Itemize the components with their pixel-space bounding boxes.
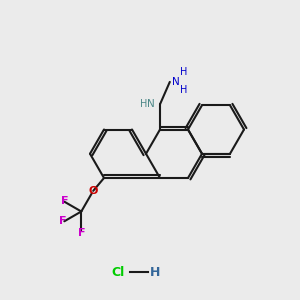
- Text: Cl: Cl: [111, 266, 124, 278]
- Text: N: N: [172, 77, 179, 87]
- Text: H: H: [180, 85, 187, 95]
- Text: F: F: [61, 196, 68, 206]
- Text: F: F: [58, 216, 66, 226]
- Text: H: H: [150, 266, 160, 278]
- Text: H: H: [180, 67, 187, 77]
- Text: H: H: [140, 99, 147, 109]
- Text: N: N: [147, 99, 155, 109]
- Text: O: O: [88, 186, 98, 196]
- Text: F: F: [78, 228, 85, 238]
